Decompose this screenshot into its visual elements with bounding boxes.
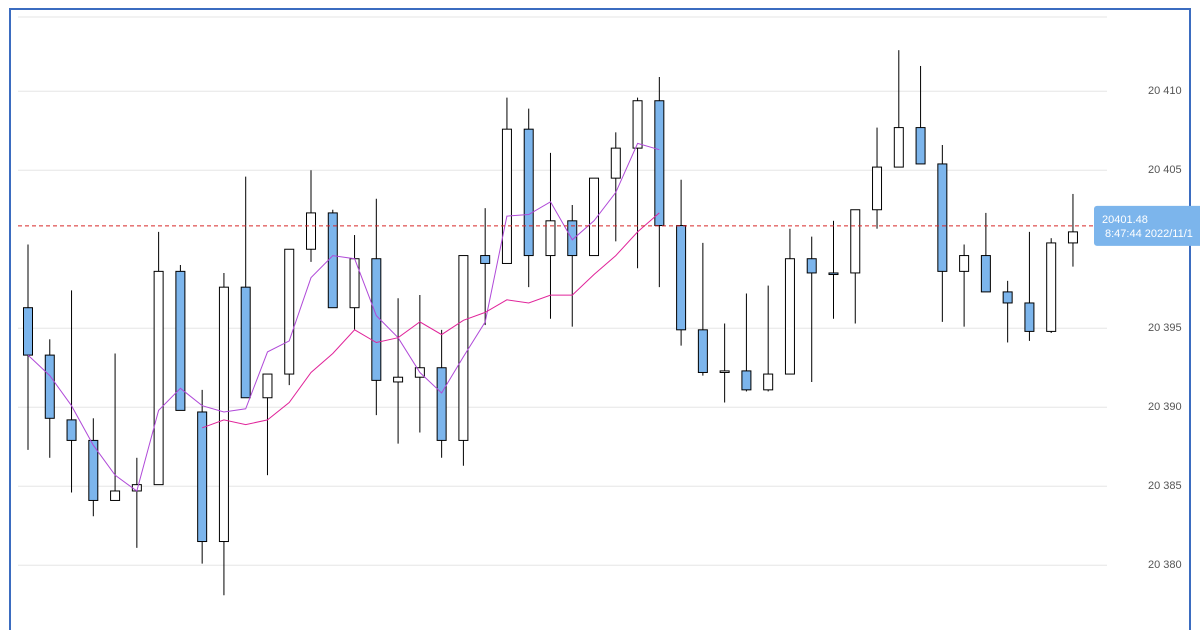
candle-body: [240, 286, 251, 399]
last-price-time: 8:47:44 2022/11/1: [1105, 228, 1193, 240]
candle-body: [850, 209, 861, 274]
candle-body: [44, 354, 55, 419]
candle-body: [88, 439, 99, 501]
candle-body: [784, 258, 795, 375]
candle-body: [1002, 291, 1013, 304]
y-tick-label: 20 390: [1148, 401, 1182, 413]
candle-body: [1046, 242, 1057, 332]
candle-body: [828, 272, 839, 276]
moving-average-line: [27, 142, 660, 492]
y-tick-label: 20 410: [1148, 85, 1182, 97]
candle-body: [893, 127, 904, 168]
candle-body: [915, 127, 926, 165]
candle-body: [153, 270, 164, 486]
y-tick-label: 20 405: [1148, 164, 1182, 176]
candle-body: [980, 255, 991, 293]
candle-body: [632, 100, 643, 149]
candle-body: [959, 255, 970, 272]
candle-body: [284, 248, 295, 375]
last-price-box: [1094, 205, 1200, 246]
moving-average-line: [202, 212, 660, 429]
candle-body: [175, 270, 186, 411]
candle-body: [1024, 302, 1035, 332]
candle-body: [937, 163, 948, 272]
candle-body: [1067, 231, 1078, 244]
candle-body: [436, 367, 447, 441]
candle-body: [806, 258, 817, 274]
candle-body: [306, 212, 317, 250]
candle-body: [458, 255, 469, 441]
candle-body: [545, 220, 556, 257]
candle-body: [567, 220, 578, 257]
candle-body: [501, 128, 512, 264]
candle-body: [327, 212, 338, 309]
candle-body: [66, 419, 77, 441]
candle-body: [872, 166, 883, 211]
candle-body: [262, 373, 273, 399]
candle-body: [197, 411, 208, 543]
y-tick-label: 20 385: [1148, 480, 1182, 492]
y-tick-label: 20 380: [1148, 559, 1182, 571]
candle-body: [654, 100, 665, 227]
candle-body: [110, 490, 121, 501]
candle-body: [589, 177, 600, 257]
candle-body: [697, 329, 708, 373]
y-tick-label: 20 395: [1148, 322, 1182, 334]
candle-body: [719, 370, 730, 373]
candle-body: [676, 225, 687, 331]
candle-body: [741, 370, 752, 391]
candle-body: [763, 373, 774, 391]
candle-body: [610, 147, 621, 179]
candle-body: [480, 255, 491, 264]
candle-body: [371, 258, 382, 381]
candle-body: [218, 286, 229, 543]
frame: [9, 8, 1191, 630]
candle-body: [523, 128, 534, 257]
candle-body: [23, 307, 33, 356]
candle-body: [393, 376, 404, 383]
last-price-label: 20401.48: [1102, 214, 1148, 226]
